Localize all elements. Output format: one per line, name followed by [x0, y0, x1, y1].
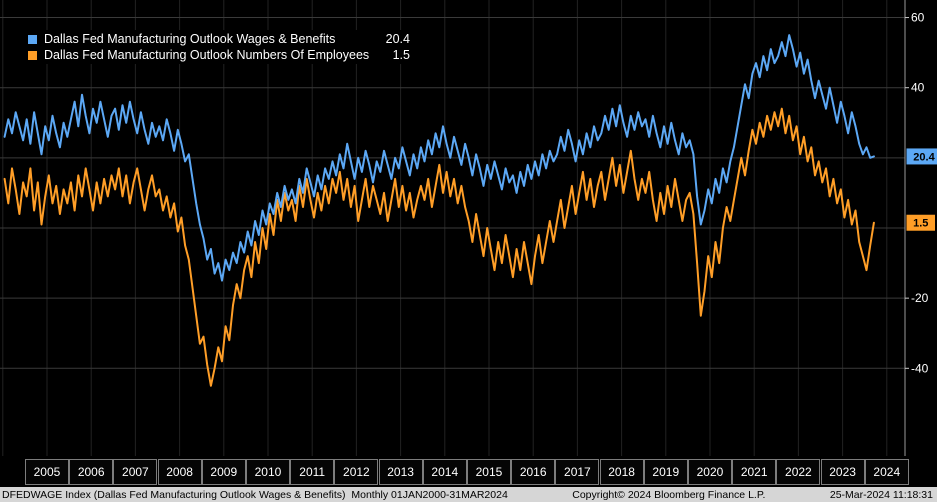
x-axis-year-label: 2017 — [555, 459, 600, 485]
last-value-badge-label: 20.4 — [913, 151, 935, 163]
x-axis-year-label: 2008 — [157, 459, 202, 485]
status-bar: DFEDWAGE Index (Dallas Fed Manufacturing… — [0, 487, 937, 502]
x-axis-year-label: 2012 — [334, 459, 379, 485]
last-value-badge — [906, 148, 937, 165]
x-axis-year-label: 2014 — [422, 459, 467, 485]
x-axis-year-label: 2022 — [776, 459, 821, 485]
status-timestamp: 25-Mar-2024 11:18:31 — [829, 488, 933, 501]
x-axis-year-label: 2024 — [864, 459, 909, 485]
last-value-badge-label: 1.5 — [913, 218, 928, 230]
x-axis-year-label: 2020 — [687, 459, 733, 485]
legend: Dallas Fed Manufacturing Outlook Wages &… — [26, 30, 412, 64]
status-copyright: Copyright© 2024 Bloomberg Finance L.P. — [572, 488, 766, 501]
x-axis-year-label: 2006 — [69, 459, 114, 485]
employees-series-swatch — [28, 50, 37, 60]
series-line-wages — [3, 34, 875, 282]
x-axis-year-label: 2011 — [290, 459, 335, 485]
y-tick-label: 40 — [911, 81, 925, 95]
x-axis-year-label: 2018 — [599, 459, 644, 485]
x-axis-year-label: 2009 — [201, 459, 246, 485]
y-tick-label: -40 — [911, 361, 929, 375]
x-axis-year-label: 2016 — [511, 459, 556, 485]
status-left-ticker-info: DFEDWAGE Index (Dallas Fed Manufacturing… — [2, 488, 508, 501]
series-line-employees — [3, 107, 875, 387]
legend-item-employees[interactable]: Dallas Fed Manufacturing Outlook Numbers… — [28, 47, 410, 63]
y-tick-label: 60 — [911, 11, 925, 25]
x-axis-year-label: 2005 — [24, 459, 70, 485]
x-axis-year-label: 2010 — [245, 459, 291, 485]
wages-series-label: Dallas Fed Manufacturing Outlook Wages &… — [44, 32, 336, 46]
last-value-badge — [906, 214, 935, 231]
wages-series-value: 20.4 — [385, 32, 410, 46]
line-chart-plot-area[interactable]: 60 40 -20 -40 20.4 1.5 — [0, 0, 937, 458]
employees-series-label: Dallas Fed Manufacturing Outlook Numbers… — [44, 48, 370, 62]
x-axis: 2005 2006 2007 2008 2009 2010 2011 2012 2013 2014… — [0, 459, 937, 486]
x-axis-year-label: 2019 — [643, 459, 688, 485]
x-axis-year-label: 2015 — [466, 459, 512, 485]
x-axis-year-label: 2021 — [732, 459, 777, 485]
legend-item-wages[interactable]: Dallas Fed Manufacturing Outlook Wages &… — [28, 31, 410, 47]
y-tick-label: -20 — [911, 291, 929, 305]
employees-series-value: 1.5 — [392, 48, 410, 62]
x-axis-year-label: 2013 — [378, 459, 423, 485]
x-axis-year-label: 2023 — [820, 459, 865, 485]
x-axis-year-label: 2007 — [113, 459, 158, 485]
wages-series-swatch — [28, 34, 37, 44]
